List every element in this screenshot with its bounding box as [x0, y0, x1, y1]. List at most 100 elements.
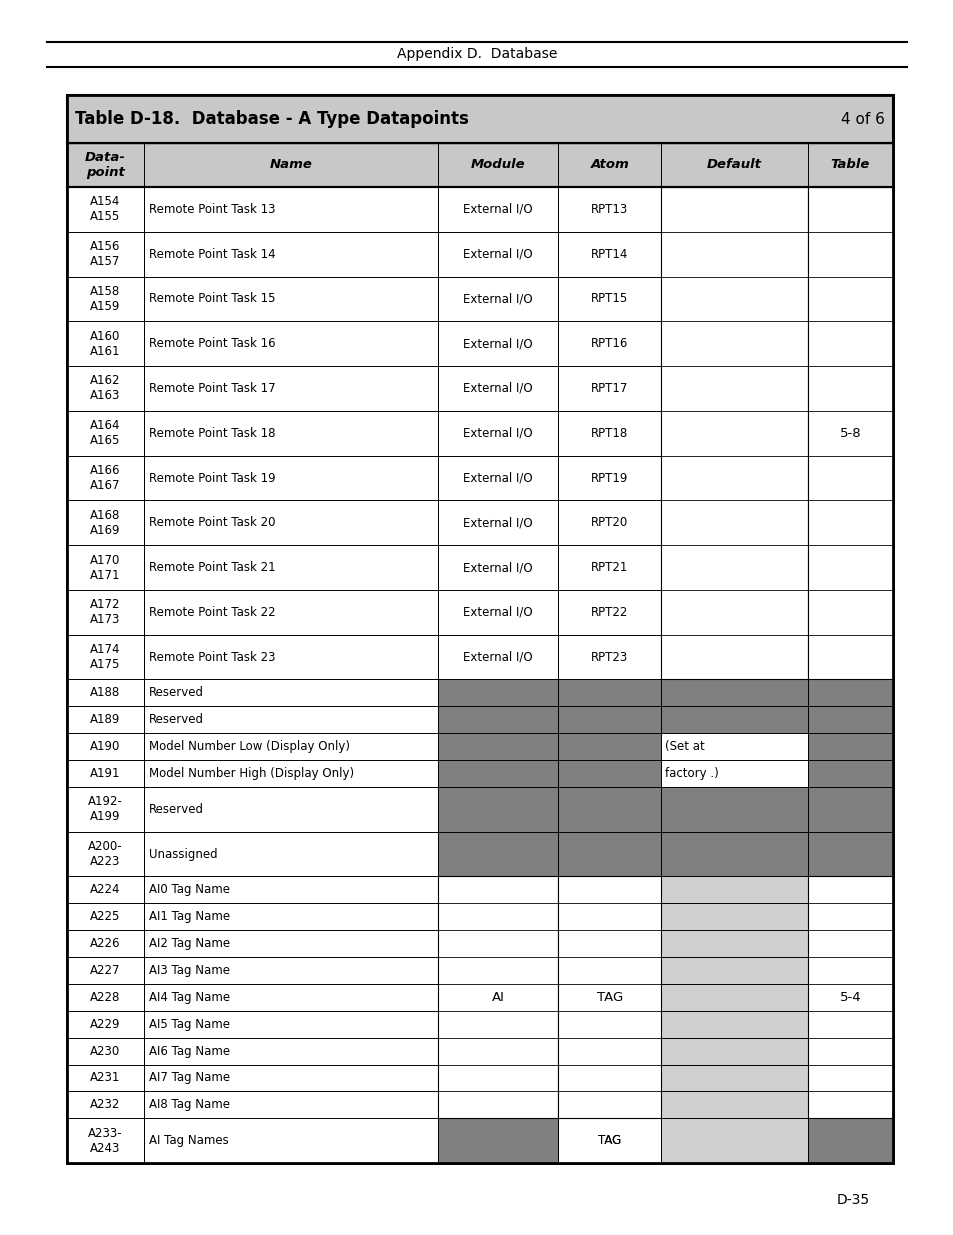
Text: RPT17: RPT17: [591, 382, 628, 395]
Text: RPT22: RPT22: [591, 606, 628, 619]
Text: RPT21: RPT21: [591, 561, 628, 574]
Bar: [807, 456, 892, 500]
Bar: [144, 186, 437, 232]
Bar: [144, 706, 437, 734]
Bar: [660, 411, 807, 456]
Bar: [660, 232, 807, 277]
Text: AI0 Tag Name: AI0 Tag Name: [149, 883, 230, 897]
Bar: [660, 545, 807, 590]
Text: Model Number Low (Display Only): Model Number Low (Display Only): [149, 740, 350, 753]
Text: RPT19: RPT19: [591, 472, 628, 484]
Bar: [437, 186, 558, 232]
Bar: [558, 787, 660, 831]
Text: External I/O: External I/O: [463, 427, 533, 440]
Bar: [67, 411, 144, 456]
Bar: [660, 679, 807, 706]
Bar: [67, 143, 892, 186]
Text: A158
A159: A158 A159: [90, 285, 120, 312]
Bar: [807, 500, 892, 545]
Text: A233-
A243: A233- A243: [88, 1126, 123, 1155]
Text: A230: A230: [91, 1045, 120, 1057]
Bar: [558, 635, 660, 679]
Bar: [144, 321, 437, 366]
Bar: [660, 456, 807, 500]
Text: AI Tag Names: AI Tag Names: [149, 1134, 228, 1147]
Bar: [807, 831, 892, 877]
Bar: [437, 1118, 558, 1163]
Bar: [437, 277, 558, 321]
Bar: [67, 321, 144, 366]
Bar: [807, 877, 892, 903]
Bar: [67, 456, 144, 500]
Bar: [67, 1010, 144, 1037]
Bar: [437, 411, 558, 456]
Bar: [807, 277, 892, 321]
Bar: [437, 545, 558, 590]
Bar: [437, 706, 558, 734]
Text: A232: A232: [90, 1098, 120, 1112]
Bar: [558, 734, 660, 760]
Text: Table D-18.  Database - A Type Datapoints: Table D-18. Database - A Type Datapoints: [75, 110, 468, 128]
Text: A192-
A199: A192- A199: [88, 795, 123, 824]
Text: A166
A167: A166 A167: [90, 464, 120, 492]
Bar: [67, 734, 144, 760]
Text: Reserved: Reserved: [149, 803, 203, 816]
Text: RPT23: RPT23: [591, 651, 628, 663]
Text: AI7 Tag Name: AI7 Tag Name: [149, 1072, 230, 1084]
Text: 4 of 6: 4 of 6: [841, 111, 884, 126]
Bar: [437, 1010, 558, 1037]
Text: Data-
point: Data- point: [85, 151, 126, 179]
Bar: [660, 930, 807, 957]
Bar: [144, 500, 437, 545]
Bar: [660, 1010, 807, 1037]
Text: Remote Point Task 16: Remote Point Task 16: [149, 337, 275, 351]
Text: Name: Name: [269, 158, 312, 172]
Bar: [144, 679, 437, 706]
Bar: [660, 957, 807, 984]
Bar: [660, 903, 807, 930]
Text: AI4 Tag Name: AI4 Tag Name: [149, 990, 230, 1004]
Bar: [437, 903, 558, 930]
Bar: [144, 831, 437, 877]
Bar: [807, 590, 892, 635]
Bar: [660, 590, 807, 635]
Bar: [437, 760, 558, 787]
Text: Model Number High (Display Only): Model Number High (Display Only): [149, 767, 354, 781]
Text: A162
A163: A162 A163: [90, 374, 120, 403]
Bar: [558, 760, 660, 787]
Bar: [807, 186, 892, 232]
Text: A189: A189: [90, 714, 120, 726]
Bar: [558, 877, 660, 903]
Bar: [437, 957, 558, 984]
Bar: [558, 1118, 660, 1163]
Bar: [807, 706, 892, 734]
Bar: [660, 277, 807, 321]
Text: Remote Point Task 21: Remote Point Task 21: [149, 561, 275, 574]
Bar: [67, 366, 144, 411]
Bar: [660, 984, 807, 1010]
Text: A154
A155: A154 A155: [90, 195, 120, 224]
Text: External I/O: External I/O: [463, 293, 533, 305]
Text: (Set at: (Set at: [664, 740, 704, 753]
Bar: [67, 1092, 144, 1118]
Text: A188: A188: [91, 687, 120, 699]
Bar: [67, 545, 144, 590]
Bar: [67, 787, 144, 831]
Text: RPT16: RPT16: [591, 337, 628, 351]
Bar: [807, 321, 892, 366]
Text: RPT20: RPT20: [591, 516, 628, 530]
Bar: [67, 186, 144, 232]
Text: Table: Table: [830, 158, 869, 172]
Bar: [660, 366, 807, 411]
Text: External I/O: External I/O: [463, 561, 533, 574]
Bar: [144, 760, 437, 787]
Bar: [558, 321, 660, 366]
Text: A229: A229: [90, 1018, 120, 1031]
Bar: [437, 232, 558, 277]
Text: Remote Point Task 22: Remote Point Task 22: [149, 606, 275, 619]
Text: A172
A173: A172 A173: [90, 598, 120, 626]
Bar: [437, 1092, 558, 1118]
Bar: [67, 679, 144, 706]
Bar: [144, 787, 437, 831]
Bar: [660, 734, 807, 760]
